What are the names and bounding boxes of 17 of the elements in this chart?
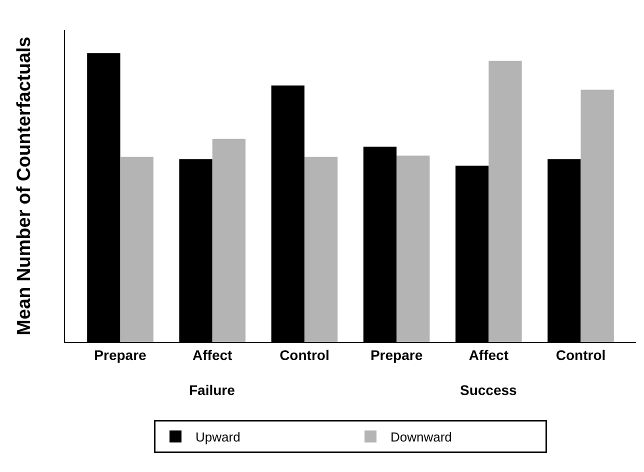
bar [120, 156, 154, 342]
bar [304, 156, 338, 342]
x-tick-label: Control [556, 346, 606, 363]
bar [396, 156, 430, 342]
legend-label: Upward [196, 430, 240, 445]
text: Failure [189, 382, 236, 398]
x-tick-label: Prepare [370, 346, 423, 363]
legend-label: Downward [390, 430, 452, 445]
x-tick-label: Affect [192, 346, 233, 363]
bar [212, 138, 246, 342]
bar [580, 90, 614, 342]
bar [488, 60, 522, 342]
text: Success [460, 382, 518, 398]
x-tick-label: Prepare [94, 346, 147, 363]
y-axis-title: Mean Number of Counterfactuals [14, 36, 35, 336]
x-tick-label: Control [280, 346, 330, 363]
x-tick-label: Affect [468, 346, 509, 363]
